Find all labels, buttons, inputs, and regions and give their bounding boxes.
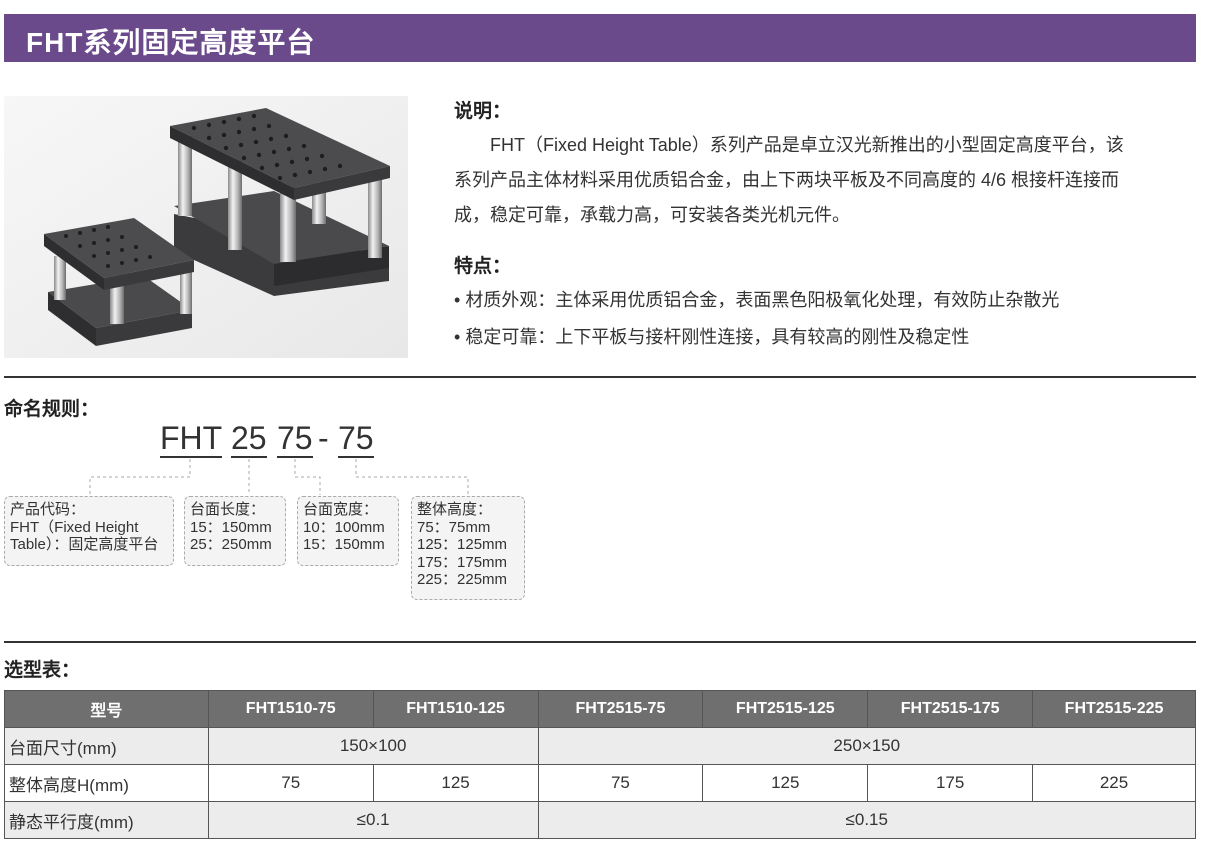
naming-box-height: 整体高度： 75：75mm 125：125mm 175：175mm 225：22… [411,496,525,600]
box-line: Table）：固定高度平台 [10,536,168,554]
feature-text: 稳定可靠：上下平板与接杆刚性连接，具有较高的刚性及稳定性 [465,327,969,347]
naming-box-code: 产品代码： FHT（Fixed Height Table）：固定高度平台 [4,496,174,566]
box-line: 15：150mm [303,536,393,554]
box-line: 225：225mm [417,571,519,589]
code-part-height: 75 [338,418,374,458]
description-line: 系列产品主体材料采用优质铝合金，由上下两块平板及不同高度的 4/6 根接杆连接而 [454,163,1199,198]
table-cell: 150×100 [208,728,538,765]
table-cell: 225 [1033,765,1196,802]
table-cell: 75 [538,765,703,802]
box-title: 台面宽度： [303,501,393,519]
column-header: FHT2515-75 [538,691,703,728]
page-title: FHT系列固定高度平台 [26,21,315,61]
table-row: 静态平行度(mm) ≤0.1 ≤0.15 [5,802,1196,839]
naming-box-width: 台面宽度： 10：100mm 15：150mm [297,496,399,566]
table-cell: 125 [703,765,868,802]
row-label: 静态平行度(mm) [5,802,209,839]
naming-box-length: 台面长度： 15：150mm 25：250mm [184,496,286,566]
naming-connectors [0,455,560,500]
code-part-dash: - [318,418,329,458]
column-header: FHT2515-225 [1033,691,1196,728]
table-header-row: 型号 FHT1510-75 FHT1510-125 FHT2515-75 FHT… [5,691,1196,728]
code-part-series: FHT [160,418,222,458]
selection-table: 型号 FHT1510-75 FHT1510-125 FHT2515-75 FHT… [4,690,1196,839]
feature-item: • 稳定可靠：上下平板与接杆刚性连接，具有较高的刚性及稳定性 [454,319,1199,356]
box-line: 10：100mm [303,519,393,537]
code-part-length: 25 [231,418,267,458]
box-title: 台面长度： [190,501,280,519]
box-line: 25：250mm [190,536,280,554]
table-cell: ≤0.1 [208,802,538,839]
column-header: FHT1510-125 [373,691,538,728]
box-line: 125：125mm [417,536,519,554]
row-label: 整体高度H(mm) [5,765,209,802]
table-cell: 175 [868,765,1033,802]
column-header: FHT2515-125 [703,691,868,728]
table-cell: 125 [373,765,538,802]
table-row: 整体高度H(mm) 75 125 75 125 175 225 [5,765,1196,802]
section-divider [4,376,1196,378]
box-line: 75：75mm [417,519,519,537]
description-section: 说明： FHT（Fixed Height Table）系列产品是卓立汉光新推出的… [454,96,1199,356]
column-header: FHT2515-175 [868,691,1033,728]
table-cell: ≤0.15 [538,802,1196,839]
section-divider [4,641,1196,643]
code-part-width: 75 [277,418,313,458]
box-line: 175：175mm [417,554,519,572]
table-cell: 75 [208,765,373,802]
selection-heading: 选型表： [4,655,80,682]
feature-text: 材质外观：主体采用优质铝合金，表面黑色阳极氧化处理，有效防止杂散光 [465,290,1059,310]
column-header: 型号 [5,691,209,728]
box-title: 整体高度： [417,501,519,519]
description-line: 成，稳定可靠，承载力高，可安装各类光机元件。 [454,198,1199,233]
table-row: 台面尺寸(mm) 150×100 250×150 [5,728,1196,765]
column-header: FHT1510-75 [208,691,373,728]
product-photo [4,96,408,358]
bullet-icon: • [454,327,460,347]
row-label: 台面尺寸(mm) [5,728,209,765]
title-banner: FHT系列固定高度平台 [4,14,1196,62]
box-line: FHT（Fixed Height [10,519,168,537]
feature-item: • 材质外观：主体采用优质铝合金，表面黑色阳极氧化处理，有效防止杂散光 [454,282,1199,319]
description-line: FHT（Fixed Height Table）系列产品是卓立汉光新推出的小型固定… [454,128,1199,163]
features-heading: 特点： [454,251,1199,278]
naming-heading: 命名规则： [4,394,99,421]
table-cell: 250×150 [538,728,1196,765]
box-title: 产品代码： [10,501,168,519]
bullet-icon: • [454,290,460,310]
description-heading: 说明： [454,96,1199,123]
box-line: 15：150mm [190,519,280,537]
